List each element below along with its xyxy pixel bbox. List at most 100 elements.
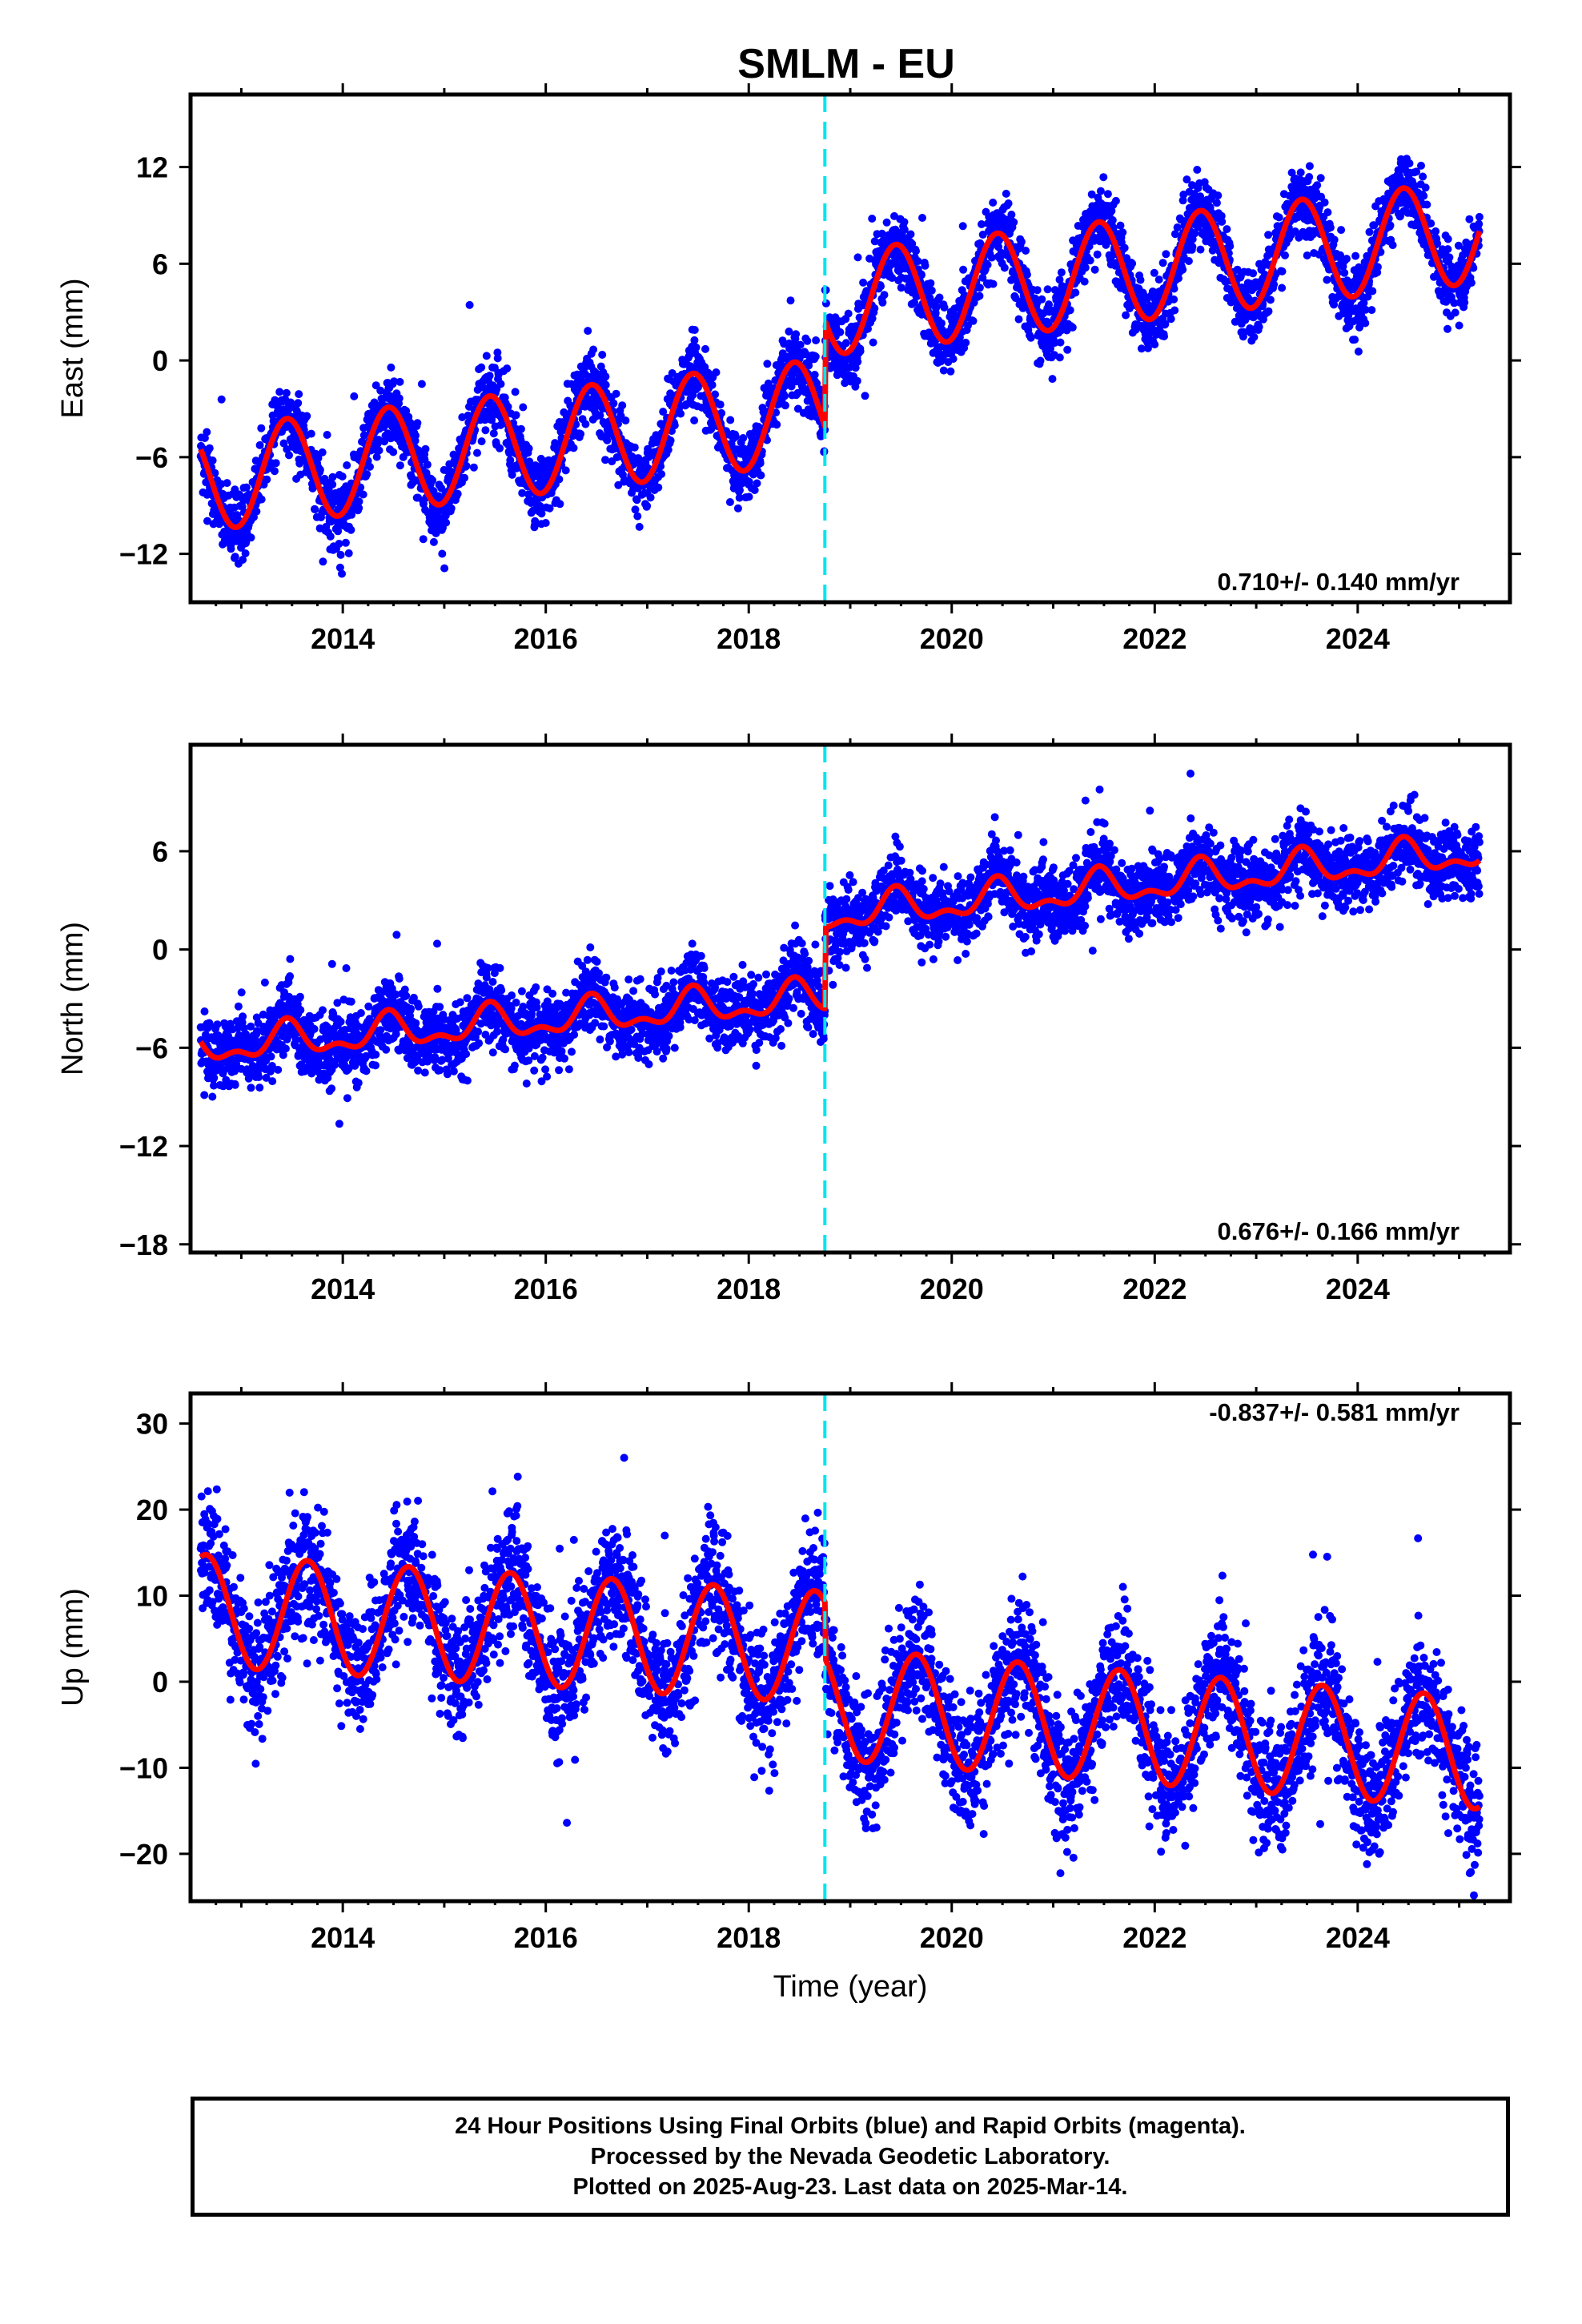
east-position-point: [900, 218, 909, 227]
east-position-point: [1214, 191, 1223, 200]
east-position-point: [420, 500, 428, 509]
east-position-point: [423, 460, 432, 469]
east-position-point: [1111, 196, 1120, 205]
east-position-point: [328, 472, 337, 481]
east-position-point: [518, 489, 527, 497]
east-position-point: [906, 230, 915, 239]
east-position-point: [341, 538, 350, 547]
east-position-point: [711, 390, 720, 399]
east-position-point: [462, 461, 471, 470]
east-position-point: [1000, 263, 1009, 272]
east-position-point: [541, 519, 550, 527]
east-position-point: [810, 371, 819, 379]
east-position-point: [939, 366, 948, 375]
east-position-point: [1184, 257, 1193, 265]
east-position-point: [1465, 215, 1474, 223]
east-position-point: [428, 476, 437, 485]
east-position-point: [785, 328, 793, 336]
east-position-point: [338, 472, 347, 480]
east-position-point: [1150, 268, 1158, 277]
east-position-point: [1118, 228, 1127, 237]
east-position-point: [205, 444, 214, 452]
east-position-point: [359, 490, 367, 499]
east-position-point: [918, 214, 926, 222]
east-position-point: [217, 395, 226, 404]
east-position-point: [1405, 159, 1414, 167]
east-position-point: [780, 392, 789, 400]
east-position-point: [877, 229, 886, 238]
east-position-point: [1368, 287, 1377, 296]
east-position-point: [231, 553, 239, 561]
east-position-point: [811, 352, 820, 361]
east-position-point: [1090, 265, 1099, 274]
east-position-point: [335, 540, 343, 548]
east-position-point: [1158, 259, 1167, 267]
north-position-point: [327, 1084, 336, 1093]
east-position-point: [868, 215, 877, 223]
east-position-point: [208, 456, 217, 464]
east-position-point: [402, 407, 411, 416]
east-position-point: [538, 456, 547, 465]
east-position-point: [481, 426, 490, 435]
east-position-point: [803, 336, 812, 345]
north-position-point: [342, 964, 351, 972]
east-position-point: [275, 388, 284, 396]
east-position-point: [347, 506, 356, 515]
east-position-point: [1326, 223, 1335, 232]
east-position-point: [1080, 277, 1089, 286]
east-position-point: [793, 404, 802, 413]
north-position-point: [239, 1012, 247, 1021]
east-position-point: [975, 292, 984, 300]
east-position-point: [1250, 332, 1259, 341]
east-position-point: [1166, 315, 1175, 324]
east-position-point: [1096, 187, 1105, 195]
east-position-point: [712, 368, 721, 376]
east-position-point: [932, 303, 941, 312]
east-position-point: [812, 336, 821, 344]
north-position-point: [335, 1120, 343, 1128]
east-position-point: [285, 451, 293, 460]
east-position-point: [366, 462, 374, 471]
east-position-point: [589, 345, 598, 354]
east-position-point: [1266, 296, 1275, 304]
east-position-point: [773, 420, 781, 429]
east-position-point: [203, 517, 211, 525]
east-position-point: [375, 446, 383, 455]
east-position-point: [868, 314, 877, 323]
east-position-point: [496, 444, 504, 452]
east-position-point: [1002, 189, 1010, 198]
east-data-layer: [196, 94, 1484, 602]
east-position-point: [1136, 275, 1145, 284]
east-position-point: [631, 505, 640, 514]
east-position-point: [389, 448, 398, 456]
east-position-point: [643, 501, 652, 510]
east-position-point: [1071, 288, 1080, 297]
east-position-point: [271, 459, 280, 468]
east-y-tick-label: 12: [136, 151, 168, 184]
east-position-point: [1026, 333, 1035, 342]
east-position-point: [1388, 241, 1397, 250]
east-position-point: [323, 431, 331, 439]
east-position-point: [1066, 306, 1074, 315]
east-position-point: [1316, 174, 1325, 183]
east-position-point: [763, 360, 772, 368]
east-position-point: [584, 327, 592, 336]
east-position-point: [1193, 166, 1202, 174]
east-position-point: [975, 283, 984, 292]
east-position-point: [1150, 340, 1159, 349]
east-position-point: [314, 454, 323, 462]
east-position-point: [756, 459, 765, 468]
east-series-final-orbits: [196, 94, 1484, 602]
east-position-point: [1170, 306, 1179, 315]
east-position-point: [239, 556, 247, 564]
north-position-point: [286, 955, 295, 963]
east-position-point: [1038, 295, 1046, 304]
north-position-point: [296, 1006, 305, 1015]
east-position-point: [537, 509, 546, 518]
east-position-point: [659, 408, 668, 416]
east-position-point: [344, 549, 353, 557]
east-position-point: [670, 421, 679, 430]
east-position-point: [726, 416, 735, 424]
east-position-point: [413, 419, 422, 428]
east-position-point: [716, 400, 725, 409]
